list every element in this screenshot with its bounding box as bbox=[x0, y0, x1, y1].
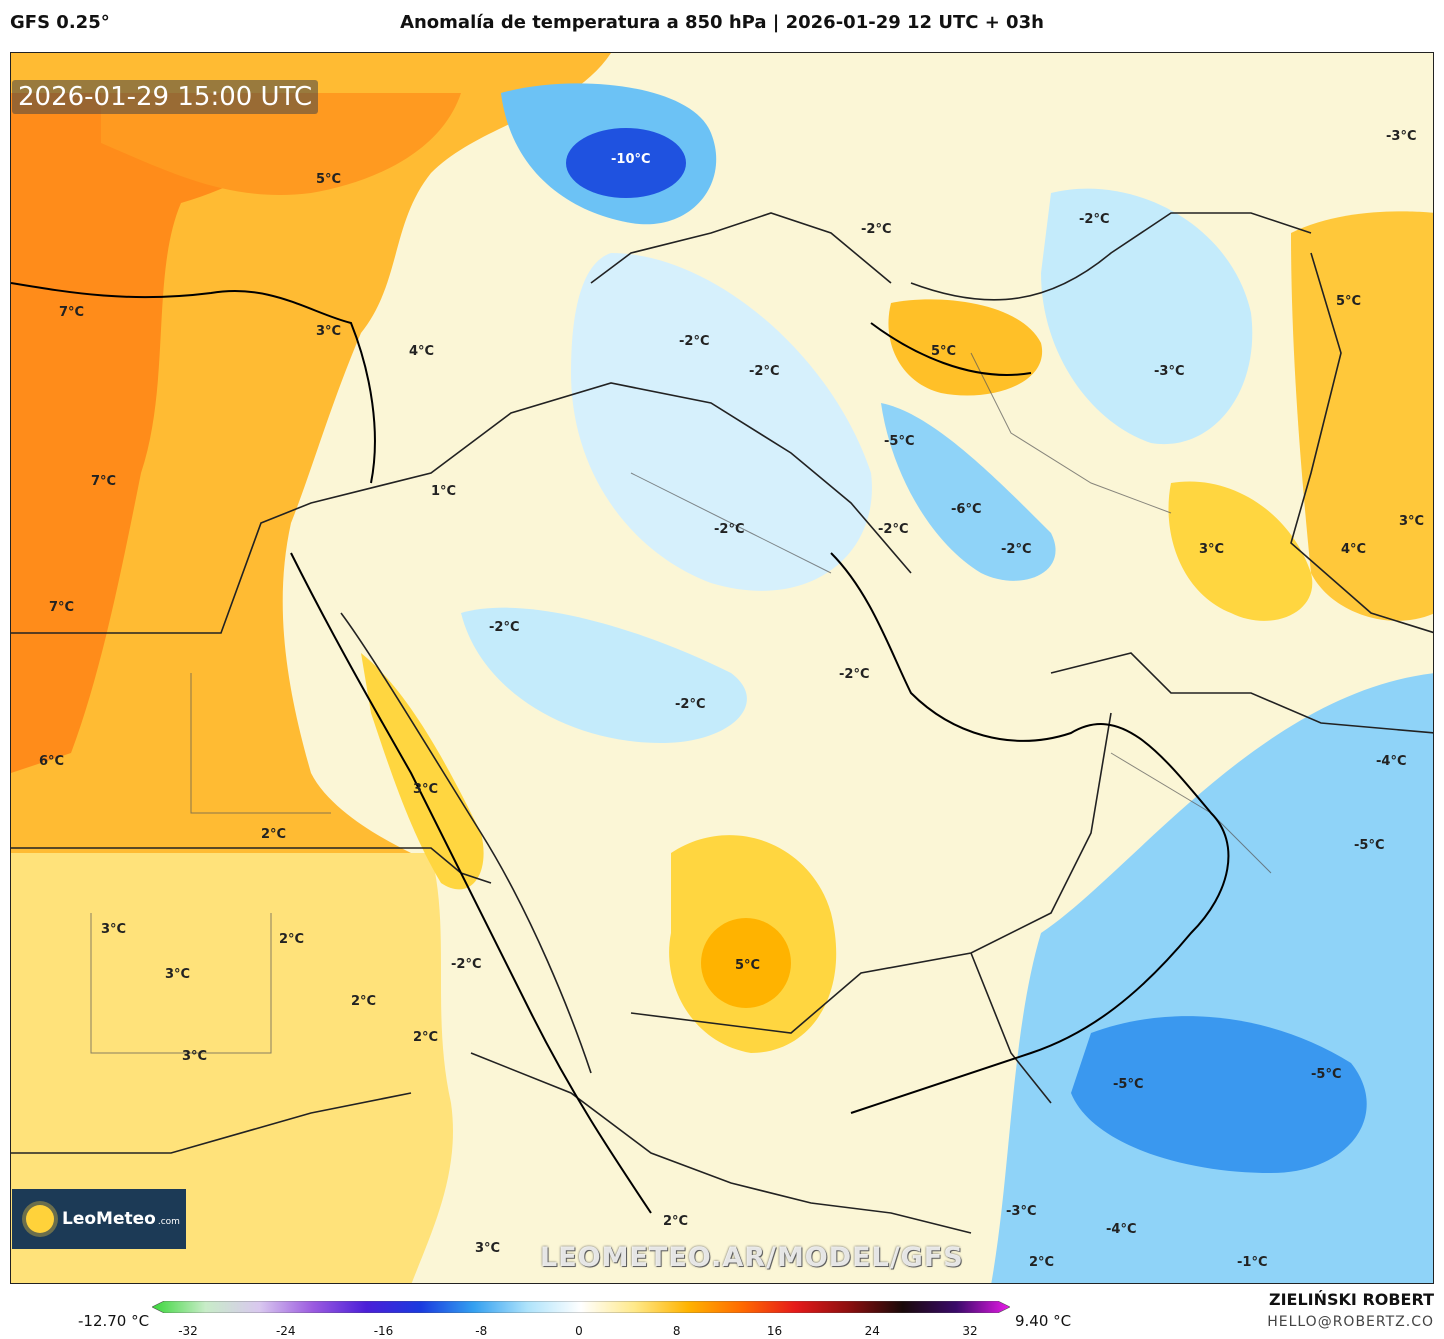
cold-anomaly-region-riyadh bbox=[461, 607, 747, 743]
colorbar-tick-label: 0 bbox=[575, 1324, 583, 1338]
warm-anomaly-region-northeast bbox=[1291, 211, 1433, 621]
contour-label: 3°C bbox=[1399, 514, 1424, 529]
contour-label: -3°C bbox=[1006, 1204, 1036, 1219]
warm-anomaly-region-turkey bbox=[101, 93, 461, 195]
contour-label: 5°C bbox=[1336, 294, 1361, 309]
warm-anomaly-region-iran bbox=[888, 299, 1043, 396]
colorbar-max-label: 9.40 °C bbox=[1015, 1312, 1072, 1330]
contour-label: -5°C bbox=[1113, 1077, 1143, 1092]
contour-label: -2°C bbox=[714, 522, 744, 537]
coastlines bbox=[11, 282, 1230, 1214]
warm-anomaly-region-hejaz bbox=[361, 653, 484, 890]
logo-domain: .com bbox=[157, 1217, 180, 1227]
contour-label: 7°C bbox=[49, 600, 74, 615]
contour-label: -2°C bbox=[1079, 212, 1109, 227]
cold-core-arabian-sea bbox=[1071, 1016, 1367, 1173]
contour-label: 5°C bbox=[316, 172, 341, 187]
contour-label: -3°C bbox=[1154, 364, 1184, 379]
contour-label: -5°C bbox=[884, 434, 914, 449]
contour-label: -2°C bbox=[1001, 542, 1031, 557]
contour-label: 4°C bbox=[1341, 542, 1366, 557]
contour-labels: 5°C 7°C 3°C 4°C -10°C -2°C -2°C -2°C -3°… bbox=[39, 129, 1424, 1270]
contour-label: -4°C bbox=[1376, 754, 1406, 769]
model-label: GFS 0.25° bbox=[10, 12, 110, 33]
contour-label: -2°C bbox=[861, 222, 891, 237]
colorbar bbox=[152, 1301, 1010, 1313]
contour-label: -4°C bbox=[1106, 1222, 1136, 1237]
country-borders bbox=[11, 212, 1433, 1234]
warm-core-arabia bbox=[701, 918, 791, 1008]
contour-label: 5°C bbox=[735, 958, 760, 973]
colorbar-min-label: -12.70 °C bbox=[78, 1312, 150, 1330]
colorbar-tick-label: -8 bbox=[475, 1324, 488, 1338]
contour-label: 2°C bbox=[663, 1214, 688, 1229]
author-email[interactable]: HELLO@ROBERTZ.CO bbox=[1267, 1314, 1434, 1330]
contour-label: -10°C bbox=[611, 152, 651, 167]
colorbar-tick-label: 16 bbox=[766, 1324, 783, 1338]
contour-label: -2°C bbox=[489, 620, 519, 635]
contour-label: 3°C bbox=[101, 922, 126, 937]
cold-anomaly-region-iraq bbox=[571, 253, 872, 591]
colorbar-tick-label: -16 bbox=[373, 1324, 394, 1338]
contour-label: 3°C bbox=[316, 324, 341, 339]
contour-label: 3°C bbox=[182, 1049, 207, 1064]
province-borders bbox=[90, 352, 1272, 1054]
valid-time-badge: 2026-01-29 15:00 UTC bbox=[12, 80, 319, 114]
cold-anomaly-region-zagros bbox=[881, 403, 1056, 581]
contour-label: 3°C bbox=[1199, 542, 1224, 557]
contour-label: -3°C bbox=[1386, 129, 1416, 144]
site-watermark: LEOMETEO.AR/MODEL/GFS bbox=[540, 1242, 964, 1273]
warm-anomaly-region-east bbox=[1168, 481, 1313, 621]
map-title: Anomalía de temperatura a 850 hPa | 2026… bbox=[400, 12, 1044, 33]
sun-icon bbox=[26, 1205, 54, 1233]
contour-label: 7°C bbox=[91, 474, 116, 489]
contour-label: 1°C bbox=[431, 484, 456, 499]
colorbar-tick-label: 24 bbox=[864, 1324, 880, 1338]
contour-label: -5°C bbox=[1354, 838, 1384, 853]
contour-label: 3°C bbox=[165, 967, 190, 982]
map-canvas: 5°C 7°C 3°C 4°C -10°C -2°C -2°C -2°C -3°… bbox=[11, 53, 1433, 1283]
anomaly-map[interactable]: 5°C 7°C 3°C 4°C -10°C -2°C -2°C -2°C -3°… bbox=[10, 52, 1434, 1284]
leometeo-logo[interactable]: LeoMeteo .com bbox=[12, 1189, 186, 1249]
logo-name: LeoMeteo bbox=[62, 1209, 156, 1229]
contour-label: 3°C bbox=[475, 1241, 500, 1256]
contour-label: -2°C bbox=[451, 957, 481, 972]
cold-core-caucasus bbox=[566, 128, 686, 198]
contour-label: -2°C bbox=[675, 697, 705, 712]
contour-label: 2°C bbox=[351, 994, 376, 1009]
contour-label: 2°C bbox=[279, 932, 304, 947]
colorbar-tick-label: 8 bbox=[672, 1324, 681, 1338]
contour-label: 3°C bbox=[413, 782, 438, 797]
contour-label: -6°C bbox=[951, 502, 981, 517]
colorbar-tick-label: 32 bbox=[962, 1324, 978, 1338]
contour-label: -2°C bbox=[878, 522, 908, 537]
contour-label: 7°C bbox=[59, 305, 84, 320]
contour-label: -2°C bbox=[839, 667, 869, 682]
contour-label: -5°C bbox=[1311, 1067, 1341, 1082]
contour-label: -2°C bbox=[679, 334, 709, 349]
contour-label: 4°C bbox=[409, 344, 434, 359]
colorbar-tick-label: -32 bbox=[178, 1324, 198, 1338]
contour-label: -2°C bbox=[749, 364, 779, 379]
hot-anomaly-region-west bbox=[11, 93, 341, 773]
contour-label: 2°C bbox=[1029, 1255, 1054, 1270]
warm-anomaly-region-sudan bbox=[11, 853, 453, 1283]
contour-label: -1°C bbox=[1237, 1255, 1267, 1270]
contour-label: 2°C bbox=[261, 827, 286, 842]
colorbar-tick-label: -24 bbox=[275, 1324, 296, 1338]
contour-label: 5°C bbox=[931, 344, 956, 359]
cold-anomaly-region-central-asia bbox=[1041, 188, 1253, 445]
author-name: ZIELIŃSKI ROBERT bbox=[1268, 1290, 1434, 1309]
contour-label: 6°C bbox=[39, 754, 64, 769]
contour-label: 2°C bbox=[413, 1030, 438, 1045]
